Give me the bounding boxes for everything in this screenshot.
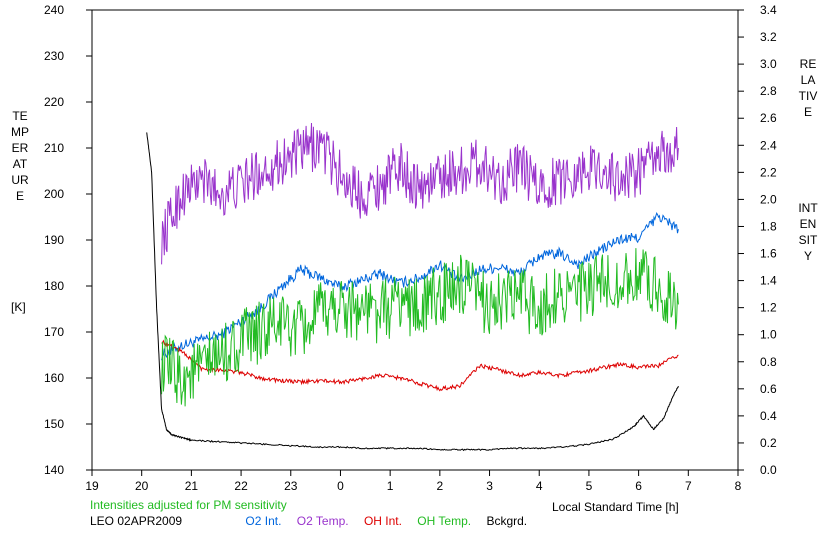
x-tick-label: 2	[437, 479, 444, 493]
x-tick-label: 4	[536, 479, 543, 493]
right-tick-label: 1.8	[760, 219, 777, 233]
series-line-oh-int	[161, 339, 679, 392]
left-tick-label: 220	[44, 95, 64, 109]
left-tick-label: 180	[44, 279, 64, 293]
left-tick-label: 240	[44, 3, 64, 17]
plot-frame	[91, 9, 739, 471]
left-tick-label: 140	[44, 463, 64, 477]
left-tick-label: 200	[44, 187, 64, 201]
right-tick-label: 0.8	[760, 355, 777, 369]
tick-marks	[86, 9, 744, 476]
right-tick-label: 0.6	[760, 382, 777, 396]
x-tick-label: 3	[486, 479, 493, 493]
x-axis-title: Local Standard Time [h]	[552, 500, 679, 514]
left-tick-label: 150	[44, 417, 64, 431]
right-tick-label: 2.4	[760, 138, 777, 152]
legend-oh-int: OH Int.	[363, 514, 402, 528]
right-tick-label: 2.6	[760, 111, 777, 125]
x-tick-label: 21	[185, 479, 199, 493]
legend-oh-temp: OH Temp.	[417, 514, 472, 528]
x-tick-label: 7	[685, 479, 692, 493]
right-tick-label: 1.0	[760, 328, 777, 342]
series-lines	[146, 122, 679, 452]
right-tick-label: 0.4	[760, 409, 777, 423]
left-tick-label: 210	[44, 141, 64, 155]
left-tick-label: 170	[44, 325, 64, 339]
left-tick-label: 190	[44, 233, 64, 247]
x-tick-label: 20	[135, 479, 149, 493]
right-tick-label: 2.0	[760, 192, 777, 206]
right-axis-title-line2: INTENSITY	[798, 201, 818, 263]
series-line-o2-temp	[161, 122, 679, 265]
x-tick-label: 19	[85, 479, 99, 493]
legend-bckgrd: Bckgrd.	[486, 514, 528, 528]
right-tick-label: 3.4	[760, 3, 777, 17]
right-tick-label: 1.6	[760, 247, 777, 261]
series-line-oh-temp	[161, 248, 679, 407]
x-tick-label: 23	[284, 479, 298, 493]
right-tick-label: 3.0	[760, 57, 777, 71]
legend-o2-temp: O2 Temp.	[296, 514, 349, 528]
series-line-o2-int	[161, 211, 679, 361]
right-tick-label: 0.0	[760, 463, 777, 477]
x-tick-label: 1	[387, 479, 394, 493]
x-tick-label: 0	[337, 479, 344, 493]
right-tick-label: 0.2	[760, 436, 777, 450]
x-tick-label: 5	[586, 479, 593, 493]
left-axis-unit: [K]	[11, 300, 26, 314]
x-tick-label: 8	[735, 479, 742, 493]
right-tick-label: 3.2	[760, 30, 777, 44]
left-tick-label: 160	[44, 371, 64, 385]
left-axis-title: TEMPERATURE	[11, 109, 29, 203]
legend: LEO 02APR2009 O2 Int. O2 Temp. OH Int. O…	[90, 514, 539, 528]
tick-labels: 1401501601701801902002102202302400.00.20…	[44, 3, 777, 493]
adjustment-note: Intensities adjusted for PM sensitivity	[90, 498, 287, 512]
right-tick-label: 1.4	[760, 274, 777, 288]
x-tick-label: 6	[635, 479, 642, 493]
station-label: LEO 02APR2009	[90, 514, 183, 528]
legend-o2-int: O2 Int.	[245, 514, 282, 528]
right-tick-label: 2.2	[760, 165, 777, 179]
series-line-bckgrd	[146, 132, 679, 452]
left-tick-label: 230	[44, 49, 64, 63]
right-tick-label: 2.8	[760, 84, 777, 98]
x-tick-label: 22	[234, 479, 248, 493]
right-tick-label: 1.2	[760, 301, 777, 315]
right-axis-title-line1: RELATIVE	[798, 57, 818, 119]
